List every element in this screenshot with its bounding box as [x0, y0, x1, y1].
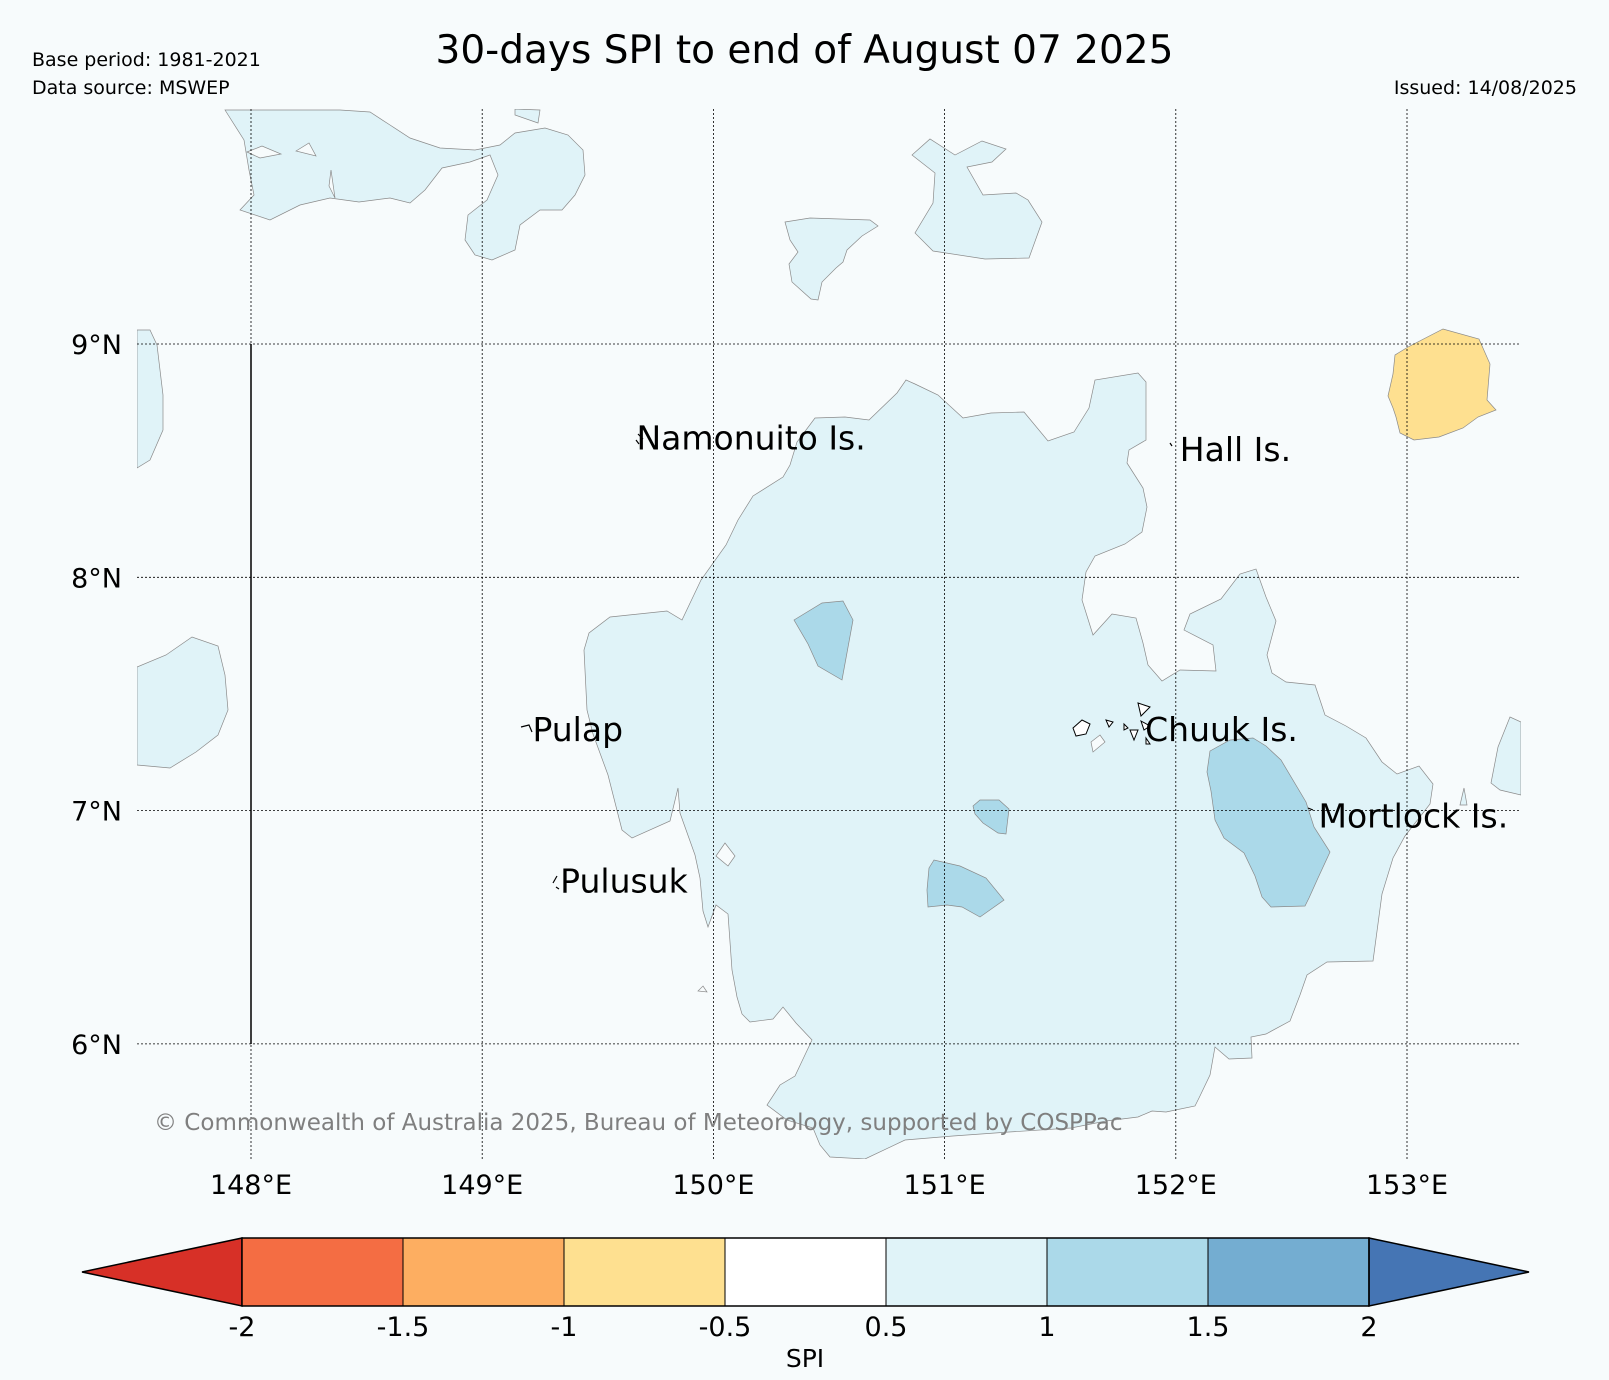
spi-hole: [697, 985, 708, 993]
spi-region-east-edge: [1490, 716, 1521, 796]
lat-tick-label: 7°N: [71, 797, 122, 828]
colorbar-frame: [241, 1237, 1370, 1307]
atoll-pulusuk: [552, 875, 560, 890]
lon-tick-label: 149°E: [441, 1170, 523, 1201]
colorbar-segment: [1046, 1237, 1209, 1307]
spi-colorbar: [81, 1237, 1530, 1307]
place-label: Pulusuk: [560, 862, 688, 901]
colorbar-extend-low: [81, 1237, 243, 1307]
colorbar-tick-label: -2: [229, 1312, 256, 1343]
spi-hole: [246, 145, 283, 159]
spi-near-normal-holes: [246, 142, 1106, 993]
longitude-tick-labels: 148°E 149°E 150°E 151°E 152°E 153°E: [210, 1170, 1448, 1201]
colorbar-tick-label: -0.5: [699, 1312, 752, 1343]
lon-tick-label: 150°E: [672, 1170, 754, 1201]
issued-date: Issued: 14/08/2025: [1393, 77, 1577, 99]
island: [1072, 719, 1091, 737]
atoll-hall: [1169, 442, 1173, 447]
spi-region-high: [1206, 737, 1331, 908]
atoll-pulap: [520, 724, 533, 733]
island: [1137, 702, 1151, 717]
colorbar-label: SPI: [786, 1344, 824, 1373]
latitude-tick-labels: 9°N 8°N 7°N 6°N: [71, 330, 122, 1061]
atoll-mortlock: [1307, 807, 1314, 811]
chuuk-islands: [1072, 702, 1151, 745]
atoll-namonuito: [635, 433, 644, 445]
base-period: Base period: 1981-2021: [32, 49, 261, 71]
colorbar-segment: [241, 1237, 404, 1307]
colorbar-tick-label: -1: [551, 1312, 578, 1343]
island: [1129, 729, 1139, 742]
spi-hole: [328, 169, 336, 199]
map-area: Namonuito Is. Hall Is. Pulap Chuuk Is. Mortl…: [137, 109, 1521, 1159]
spi-region-east-sliver: [1459, 787, 1468, 806]
spi-hole: [715, 842, 736, 867]
spi-hole: [1090, 734, 1106, 753]
place-labels: Namonuito Is. Hall Is. Pulap Chuuk Is. Mortl…: [532, 418, 1508, 900]
colorbar-tick-labels: -2 -1.5 -1 -0.5 0.5 1 1.5 2: [229, 1312, 1378, 1343]
lat-tick-label: 6°N: [71, 1030, 122, 1061]
spi-region-north-left: [514, 109, 541, 124]
spi-region-northwest: [224, 109, 586, 261]
spi-1-1.5-regions: [793, 600, 1331, 918]
place-label: Chuuk Is.: [1145, 710, 1298, 749]
place-label: Pulap: [532, 710, 623, 749]
lon-tick-label: 151°E: [904, 1170, 986, 1201]
colorbar-segment: [563, 1237, 726, 1307]
colorbar-tick-label: 0.5: [865, 1312, 908, 1343]
colorbar-tick-label: 1.5: [1187, 1312, 1230, 1343]
place-label: Mortlock Is.: [1319, 796, 1509, 835]
map-title: 30-days SPI to end of August 07 2025: [435, 28, 1174, 73]
colorbar-tick-label: 2: [1360, 1312, 1377, 1343]
spi-hole: [295, 142, 317, 157]
spi-region-high: [972, 799, 1010, 835]
atoll-markers: [520, 433, 1314, 890]
island: [1140, 719, 1151, 731]
lon-tick-label: 148°E: [210, 1170, 292, 1201]
lat-tick-label: 8°N: [71, 563, 122, 594]
colorbar-segment: [724, 1237, 887, 1307]
colorbar-segment: [1207, 1237, 1370, 1307]
place-label: Hall Is.: [1180, 430, 1291, 469]
colorbar-tick-label: -1.5: [377, 1312, 430, 1343]
spi-region-west-edge-south: [137, 636, 229, 769]
spi-region-main: [583, 372, 1434, 1159]
island: [1123, 722, 1129, 731]
spi-dry-region: [1387, 328, 1497, 441]
place-label: Namonuito Is.: [636, 418, 865, 457]
spi-region-high: [926, 859, 1005, 918]
lon-tick-label: 152°E: [1135, 1170, 1217, 1201]
spi-0.5-1-regions: [137, 109, 1521, 1159]
copyright-notice: © Commonwealth of Australia 2025, Bureau…: [154, 1110, 1123, 1136]
colorbar-tick-label: 1: [1038, 1312, 1055, 1343]
lon-tick-label: 153°E: [1366, 1170, 1448, 1201]
colorbar-segment: [402, 1237, 565, 1307]
colorbar-extend-high: [1368, 1237, 1530, 1307]
colorbar-segment: [885, 1237, 1048, 1307]
island: [1145, 736, 1151, 745]
island: [1105, 719, 1114, 728]
spi-region-high: [793, 600, 854, 681]
lat-tick-label: 9°N: [71, 330, 122, 361]
data-source: Data source: MSWEP: [32, 77, 230, 99]
spi-region-west-edge-north: [137, 329, 164, 469]
spi-region-north-center: [784, 217, 879, 301]
